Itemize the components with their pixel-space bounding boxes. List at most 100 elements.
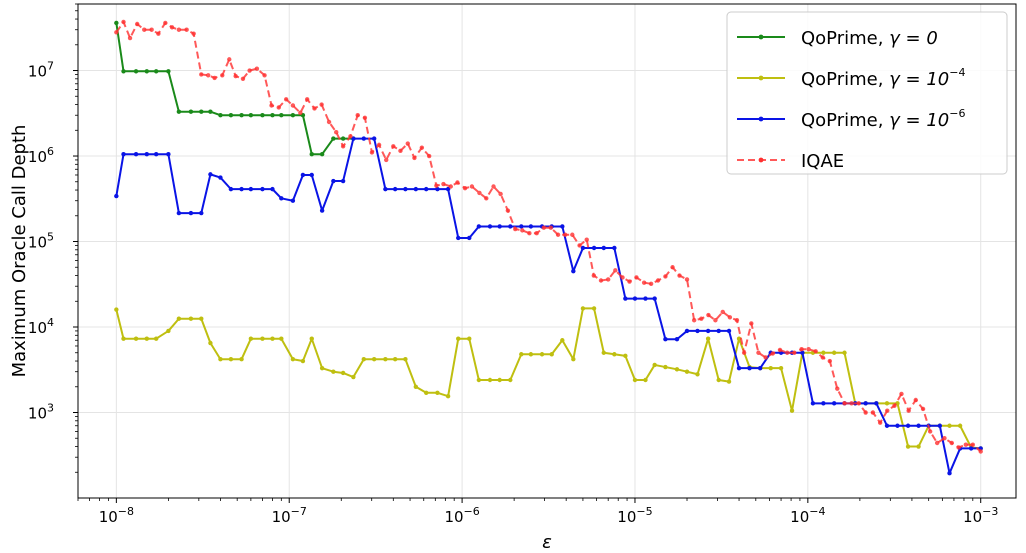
x-tick-exponent: −3 <box>982 505 998 518</box>
data-point <box>643 377 648 383</box>
data-point <box>799 347 804 352</box>
data-point <box>361 136 366 141</box>
data-point <box>239 186 244 192</box>
data-point <box>149 27 154 32</box>
data-point <box>218 357 223 362</box>
data-point <box>133 336 139 341</box>
data-point <box>166 152 171 157</box>
data-point <box>691 318 697 323</box>
data-point <box>736 365 742 371</box>
data-point <box>383 357 388 362</box>
data-point <box>348 134 353 139</box>
data-point <box>218 113 223 118</box>
data-point <box>247 68 252 73</box>
data-point <box>885 408 890 413</box>
data-point <box>684 369 690 374</box>
data-point <box>497 224 502 229</box>
data-point <box>627 279 632 284</box>
data-point <box>384 157 389 163</box>
data-point <box>598 278 604 283</box>
y-tick-base: 10 <box>28 405 47 423</box>
data-point <box>789 408 795 413</box>
data-point <box>684 277 690 282</box>
data-point <box>947 471 952 476</box>
data-point <box>156 31 161 36</box>
data-point <box>448 184 453 189</box>
data-point <box>239 357 244 362</box>
data-point <box>716 328 721 334</box>
data-point <box>727 315 733 320</box>
data-point <box>555 232 561 237</box>
legend-label: QoPrime, γ = 0 <box>801 28 938 49</box>
data-point <box>260 186 265 192</box>
data-point <box>655 278 661 283</box>
data-point <box>905 444 911 449</box>
data-point <box>770 351 775 356</box>
data-point <box>283 97 289 102</box>
legend-swatch-marker <box>758 75 764 81</box>
data-point <box>477 190 482 196</box>
x-tick-label: 10−8 <box>99 505 134 526</box>
data-point <box>956 445 961 450</box>
data-point <box>403 186 408 192</box>
data-point <box>695 328 700 334</box>
data-point <box>199 109 204 114</box>
data-point <box>331 369 336 374</box>
data-point <box>260 336 265 341</box>
data-point <box>228 186 234 192</box>
data-point <box>184 27 189 32</box>
y-tick-base: 10 <box>28 234 47 252</box>
data-point <box>456 235 461 241</box>
data-point <box>970 442 975 447</box>
data-point <box>142 27 147 32</box>
data-point <box>827 358 833 364</box>
data-point <box>290 357 296 362</box>
x-tick-label: 10−3 <box>963 505 998 526</box>
x-tick-exponent: −4 <box>809 505 825 518</box>
data-point <box>208 340 213 346</box>
data-point <box>462 186 468 191</box>
data-point <box>674 337 680 342</box>
data-point <box>355 113 360 118</box>
data-point <box>371 357 377 362</box>
x-tick-base: 10 <box>963 508 982 526</box>
data-point <box>487 224 493 229</box>
data-point <box>757 365 763 371</box>
data-point <box>831 350 837 355</box>
data-point <box>863 401 868 406</box>
data-point <box>176 27 182 32</box>
data-point <box>218 175 223 180</box>
data-point <box>176 210 182 216</box>
data-point <box>963 442 969 447</box>
legend-label-exponent: −6 <box>949 107 965 120</box>
data-point <box>612 245 617 251</box>
data-point <box>835 386 840 391</box>
data-point <box>153 152 159 157</box>
series-line <box>115 307 981 450</box>
series-1 <box>114 306 983 451</box>
data-point <box>705 336 711 341</box>
data-point <box>695 372 700 377</box>
data-point <box>927 429 933 434</box>
data-point <box>505 208 511 213</box>
data-point <box>467 235 472 241</box>
data-point <box>331 136 336 141</box>
data-point <box>361 357 366 362</box>
series-2 <box>114 136 983 476</box>
data-point <box>747 365 752 371</box>
data-point <box>920 406 926 412</box>
data-point <box>319 102 324 107</box>
data-point <box>528 224 534 229</box>
data-point <box>121 152 126 157</box>
data-point <box>663 364 668 370</box>
data-point <box>519 352 524 357</box>
x-tick-base: 10 <box>617 508 636 526</box>
data-point <box>820 355 825 360</box>
data-point <box>527 231 532 236</box>
legend-label-main: QoPrime, <box>801 69 889 90</box>
legend-swatch-marker <box>758 157 764 163</box>
data-point <box>262 73 267 78</box>
data-point <box>270 113 275 118</box>
